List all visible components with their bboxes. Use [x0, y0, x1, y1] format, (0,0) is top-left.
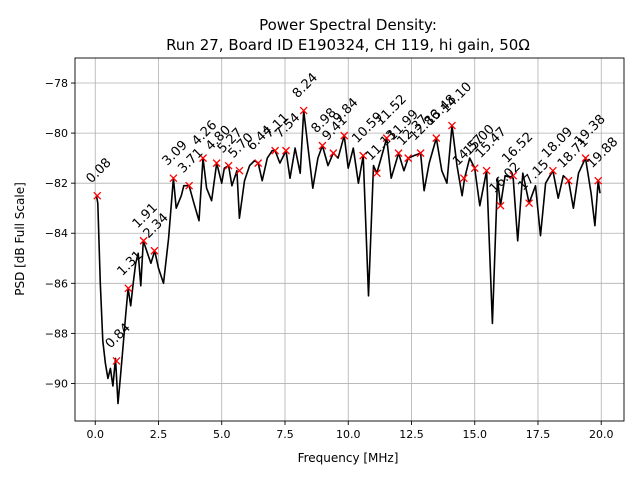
peak-marker: [330, 150, 337, 157]
x-tick-label: 2.5: [150, 428, 168, 441]
y-tick-label: −82: [45, 177, 68, 190]
peak-labels: 0.080.841.311.912.343.093.714.264.805.27…: [83, 70, 621, 351]
y-tick-label: −80: [45, 127, 68, 140]
y-tick-label: −78: [45, 77, 68, 90]
peak-label: 0.84: [103, 321, 134, 352]
x-axis-label: Frequency [MHz]: [298, 451, 399, 465]
x-tick-label: 20.0: [589, 428, 614, 441]
x-tick-label: 0.0: [86, 428, 104, 441]
chart-title-line-2: Run 27, Board ID E190324, CH 119, hi gai…: [166, 36, 530, 54]
peak-label: 16.02: [487, 160, 524, 197]
x-tick-label: 10.0: [336, 428, 361, 441]
peak-label: 8.24: [290, 70, 321, 101]
x-tick-label: 7.5: [276, 428, 294, 441]
x-tick-label: 17.5: [526, 428, 551, 441]
y-tick-label: −90: [45, 377, 68, 390]
chart-title-line-1: Power Spectral Density:: [259, 16, 437, 34]
y-tick-label: −88: [45, 327, 68, 340]
x-tick-label: 5.0: [213, 428, 231, 441]
y-tick-label: −86: [45, 277, 68, 290]
x-tick-label: 15.0: [462, 428, 487, 441]
psd-chart: Power Spectral Density: Run 27, Board ID…: [0, 0, 640, 480]
y-tick-label: −84: [45, 227, 68, 240]
x-tick-label: 12.5: [399, 428, 424, 441]
peak-label: 0.08: [83, 155, 114, 186]
y-axis-label: PSD [dB Full Scale]: [13, 182, 27, 296]
